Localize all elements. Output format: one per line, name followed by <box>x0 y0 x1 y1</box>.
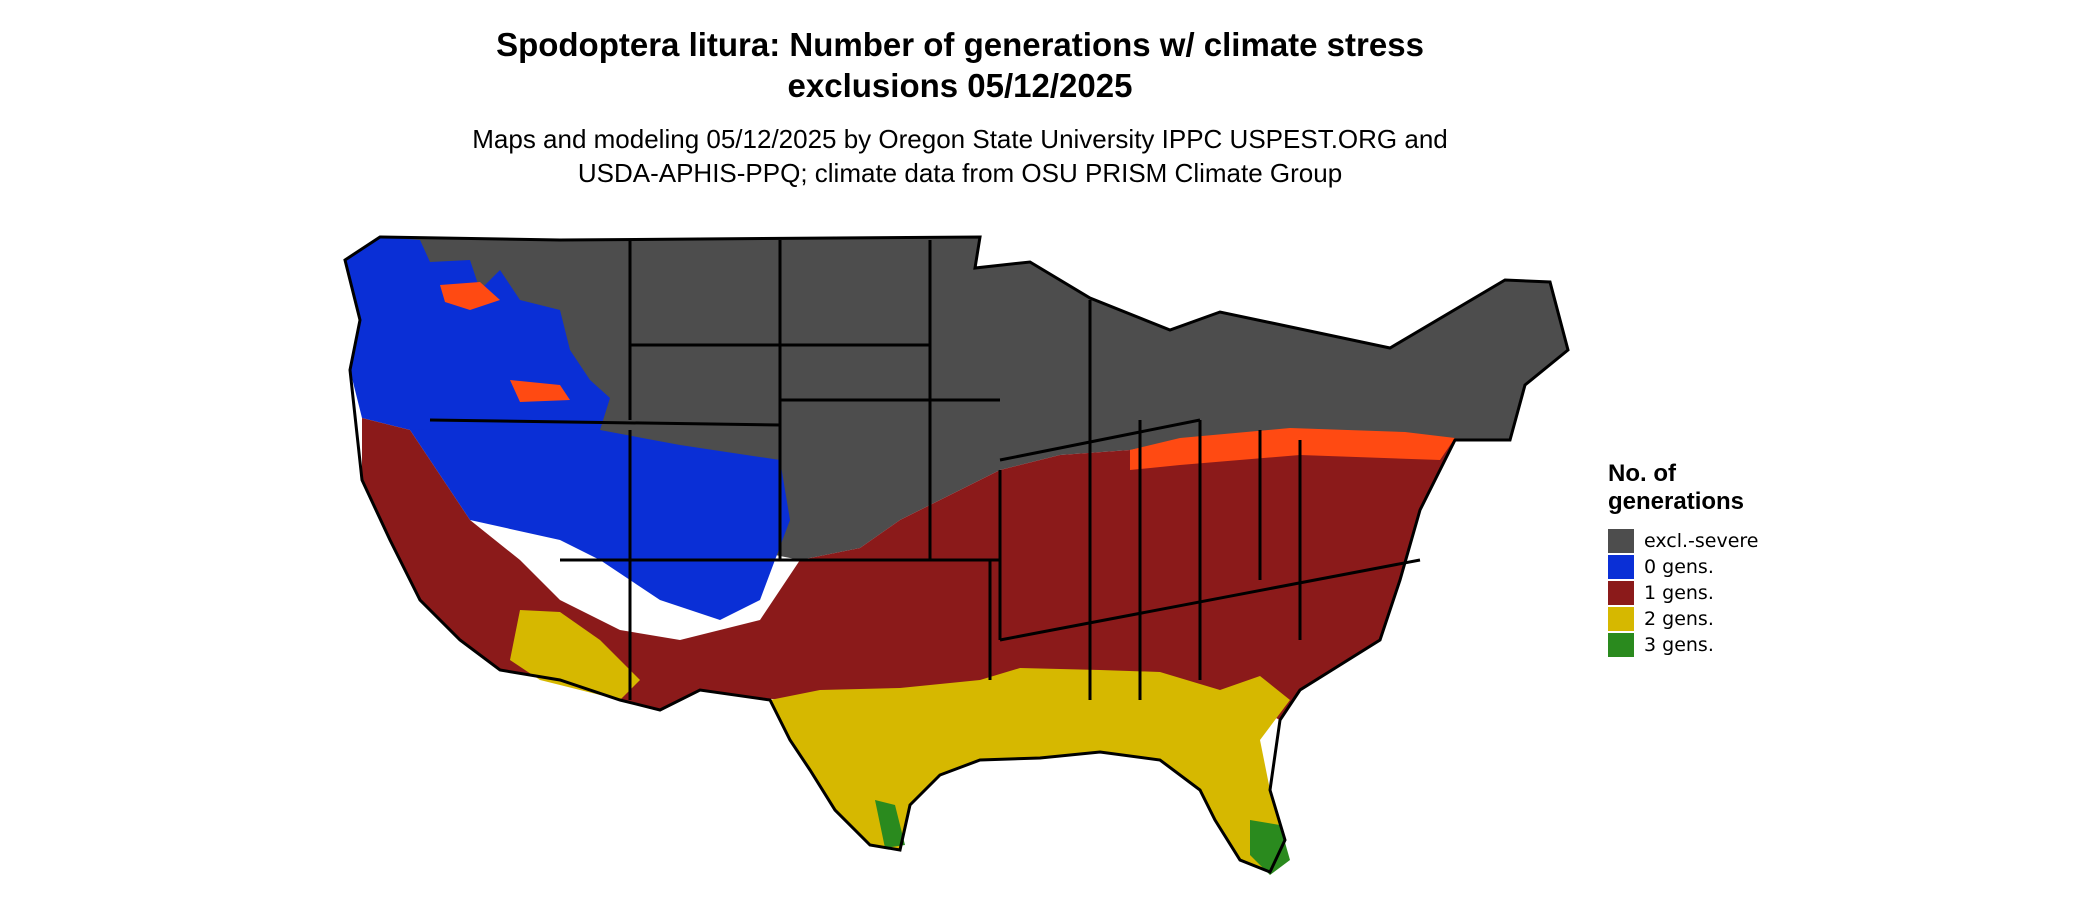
legend-swatch <box>1608 528 1634 553</box>
legend-item-excl: excl.-severe <box>1608 528 1759 553</box>
legend-title: No. of generations <box>1608 460 1759 516</box>
map-region-one-light-band <box>1130 428 1455 470</box>
legend-item-3gens: 3 gens. <box>1608 632 1759 657</box>
map-legend: No. of generations excl.-severe 0 gens. … <box>1608 460 1759 658</box>
legend-swatch <box>1608 580 1634 605</box>
legend-label: 0 gens. <box>1644 555 1714 578</box>
legend-label: 3 gens. <box>1644 633 1714 656</box>
legend-title-line-1: No. of <box>1608 460 1676 487</box>
map-title: Spodoptera litura: Number of generations… <box>360 24 1560 106</box>
legend-swatch <box>1608 554 1634 579</box>
legend-label: excl.-severe <box>1644 529 1759 552</box>
subtitle-line-1: Maps and modeling 05/12/2025 by Oregon S… <box>472 124 1448 154</box>
map-region-gulf-two <box>770 668 1290 872</box>
map-region-nw-patch <box>440 282 500 310</box>
map-region-nw-patch <box>510 380 570 402</box>
map-subtitle: Maps and modeling 05/12/2025 by Oregon S… <box>360 122 1560 190</box>
legend-item-1gens: 1 gens. <box>1608 580 1759 605</box>
legend-label: 2 gens. <box>1644 607 1714 630</box>
legend-title-line-2: generations <box>1608 488 1745 515</box>
legend-list: excl.-severe 0 gens. 1 gens. 2 gens. 3 g… <box>1608 528 1759 657</box>
legend-label: 1 gens. <box>1644 581 1714 604</box>
map-region-south-one <box>362 418 1455 720</box>
map-region-texas-three <box>875 800 905 848</box>
title-line-2: exclusions 05/12/2025 <box>787 67 1133 104</box>
state-borders <box>343 235 1570 874</box>
map-region-florida-three <box>1250 820 1290 875</box>
us-generations-map <box>343 235 1570 875</box>
legend-item-2gens: 2 gens. <box>1608 606 1759 631</box>
subtitle-line-2: USDA-APHIS-PPQ; climate data from OSU PR… <box>577 158 1343 188</box>
legend-swatch <box>1608 632 1634 657</box>
legend-item-0gens: 0 gens. <box>1608 554 1759 579</box>
map-region-west-zero <box>410 425 790 620</box>
title-line-1: Spodoptera litura: Number of generations… <box>496 26 1424 63</box>
legend-swatch <box>1608 606 1634 631</box>
